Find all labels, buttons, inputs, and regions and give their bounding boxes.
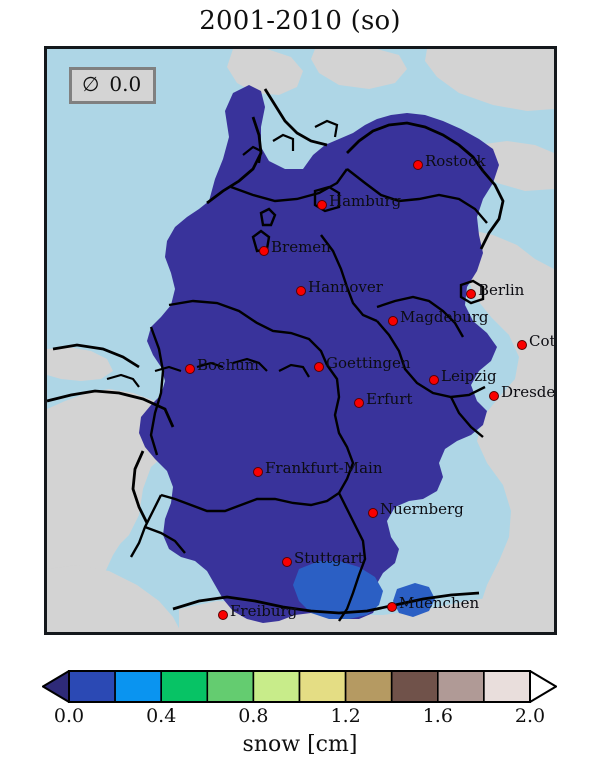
germany-region <box>139 85 499 623</box>
colorbar-tick-label: 0.4 <box>146 705 177 727</box>
city-label: Magdeburg <box>400 308 489 326</box>
city-dot-icon <box>489 391 499 401</box>
land-denmark-west <box>227 49 303 95</box>
colorbar-segment-0 <box>68 670 116 703</box>
land-sweden-baltic <box>425 49 554 111</box>
city-dot-icon <box>368 508 378 518</box>
colorbar-segment-6 <box>344 670 393 703</box>
city-label: Bremen <box>271 238 331 256</box>
city-dot-icon <box>466 289 476 299</box>
land-east <box>465 229 554 632</box>
city-dot-icon <box>317 200 327 210</box>
city-label: Nuernberg <box>380 500 464 518</box>
city-label: Erfurt <box>366 390 413 408</box>
colorbar-tick-label: 1.6 <box>422 705 453 727</box>
land-poland-coast <box>477 141 554 191</box>
snow-bin-alpine <box>293 561 383 619</box>
colorbar-outline <box>68 670 531 703</box>
city-dot-icon <box>517 340 527 350</box>
coastlines <box>47 88 505 615</box>
figure-title: 2001-2010 (so) <box>199 6 401 36</box>
colorbar-segment-2 <box>160 670 209 703</box>
colorbar-label: snow [cm] <box>242 732 358 757</box>
map-canvas <box>47 49 554 632</box>
city-label: Leipzig <box>441 367 497 385</box>
colorbar-section: 0.0 0.4 0.8 1.2 1.6 2.0 snow [cm] <box>0 660 600 780</box>
land-alps-south <box>179 593 554 632</box>
city-label: Goettingen <box>326 354 411 372</box>
colorbar-extend-min <box>42 670 70 703</box>
city-label: Rostock <box>425 152 486 170</box>
city-label: Cottbus <box>529 332 556 350</box>
city-dot-icon <box>185 364 195 374</box>
city-dot-icon <box>296 286 306 296</box>
colorbar-tick-label: 2.0 <box>514 705 546 727</box>
city-label: Berlin <box>478 281 525 299</box>
city-dot-icon <box>282 557 292 567</box>
colorbar-segment-8 <box>436 670 485 703</box>
colorbar-segment-9 <box>483 670 531 703</box>
city-label: Stuttgart <box>294 549 364 567</box>
city-label: Hamburg <box>329 192 402 210</box>
city-dot-icon <box>218 610 228 620</box>
city-dot-icon <box>253 467 263 477</box>
city-dot-icon <box>387 602 397 612</box>
coast-detail-north <box>106 119 339 388</box>
city-label: Dresden <box>501 383 556 401</box>
land-northsea-isles <box>47 347 113 381</box>
colorbar-ticks: 0.0 0.4 0.8 1.2 1.6 2.0 <box>0 705 600 731</box>
colorbar-segment-3 <box>206 670 255 703</box>
colorbar-extend-max <box>529 670 557 703</box>
city-label: Frankfurt-Main <box>265 459 383 477</box>
city-dot-icon <box>354 398 364 408</box>
city-dot-icon <box>259 246 269 256</box>
city-label: Hannover <box>308 278 383 296</box>
city-dot-icon <box>429 375 439 385</box>
city-dot-icon <box>413 160 423 170</box>
colorbar-segment-4 <box>252 670 301 703</box>
colorbar-segment-5 <box>298 670 347 703</box>
map-frame: ∅ 0.0 Rostock Hamburg Bremen Hannover Berlin… <box>44 46 557 635</box>
mean-annotation-box: ∅ 0.0 <box>69 67 157 104</box>
mean-value: 0.0 <box>109 72 142 96</box>
diameter-symbol-icon: ∅ <box>82 72 100 96</box>
state-borders <box>129 168 488 622</box>
colorbar <box>42 670 557 703</box>
land-denmark-east <box>311 49 407 89</box>
city-label: Bochum <box>197 356 259 374</box>
city-dot-icon <box>388 316 398 326</box>
colorbar-segment-7 <box>390 670 439 703</box>
colorbar-tick-label: 1.2 <box>330 705 361 727</box>
city-label: Muenchen <box>399 594 480 612</box>
land-france-southwest <box>47 565 181 632</box>
colorbar-tick-label: 0.8 <box>238 705 269 727</box>
city-dot-icon <box>314 362 324 372</box>
city-label: Freiburg <box>230 602 298 620</box>
colorbar-segment-1 <box>114 670 162 703</box>
colorbar-tick-label: 0.0 <box>53 705 85 727</box>
